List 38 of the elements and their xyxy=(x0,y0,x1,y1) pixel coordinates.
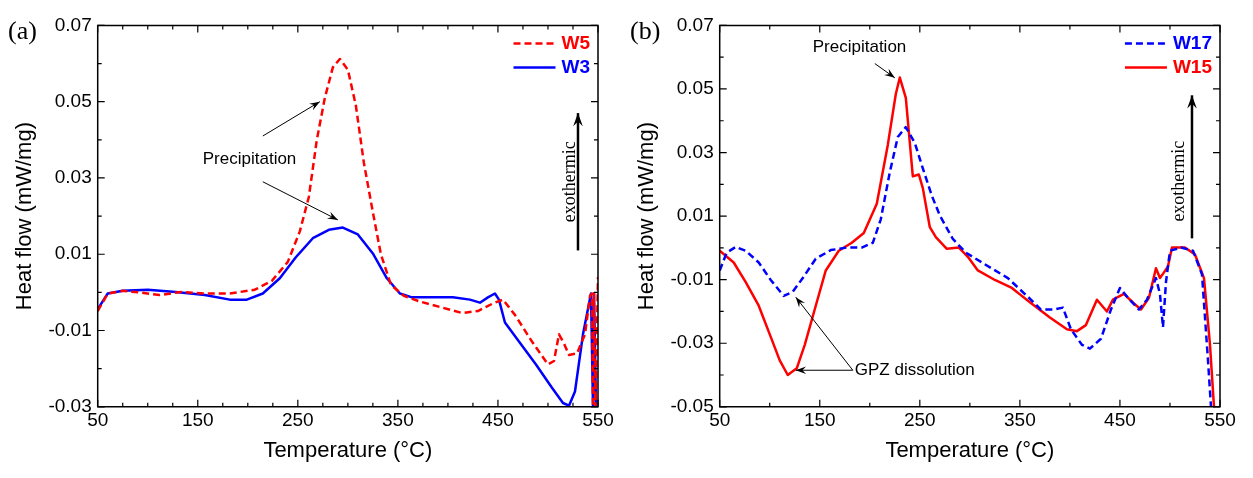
x-tick-label: 250 xyxy=(903,409,936,431)
y-tick-label: -0.03 xyxy=(670,331,714,353)
annotation: exothermic xyxy=(1167,140,1188,222)
line-series xyxy=(719,125,1213,407)
y-tick-label: 0.03 xyxy=(54,166,92,188)
x-axis-title: Temperature (°C) xyxy=(885,436,1055,462)
y-tick-label: 0.05 xyxy=(54,89,92,111)
x-tick-label: 550 xyxy=(582,409,614,431)
legend-label: W15 xyxy=(1172,55,1213,77)
x-axis-title: Temperature (°C) xyxy=(263,436,433,462)
chart-title: (a) xyxy=(8,15,37,45)
y-axis-title: Heat flow (mW/mg) xyxy=(11,121,37,311)
y-tick-label: 0.05 xyxy=(676,77,714,99)
y-tick-label: 0.07 xyxy=(54,13,92,35)
x-tick-label: 250 xyxy=(281,409,314,431)
y-tick-label: 0.07 xyxy=(676,13,714,35)
annotation: Precipitation xyxy=(812,37,907,57)
x-tick-label: 150 xyxy=(181,409,214,431)
x-tick-label: 150 xyxy=(803,409,836,431)
legend-label: W5 xyxy=(561,31,591,53)
x-tick-label: 450 xyxy=(1104,409,1136,431)
legend-label: W17 xyxy=(1172,31,1213,53)
y-tick-label: 0.01 xyxy=(54,242,92,264)
y-tick-label: -0.01 xyxy=(670,267,714,289)
x-tick-label: 350 xyxy=(382,409,414,431)
annotation: exothermic xyxy=(558,141,579,223)
line-series xyxy=(97,57,598,407)
y-axis-title: Heat flow (mW/mg) xyxy=(633,121,659,311)
legend-label: W3 xyxy=(561,55,590,77)
annotation: GPZ dissolution xyxy=(854,359,975,379)
y-tick-label: 0.01 xyxy=(676,204,714,226)
y-tick-label: 0.03 xyxy=(676,140,714,162)
annotation: Precipitation xyxy=(202,148,297,168)
x-tick-label: 450 xyxy=(482,409,514,431)
x-tick-label: 350 xyxy=(1004,409,1036,431)
x-tick-label: 550 xyxy=(1204,409,1236,431)
y-tick-label: -0.01 xyxy=(48,318,92,340)
chart-title: (b) xyxy=(630,15,661,45)
